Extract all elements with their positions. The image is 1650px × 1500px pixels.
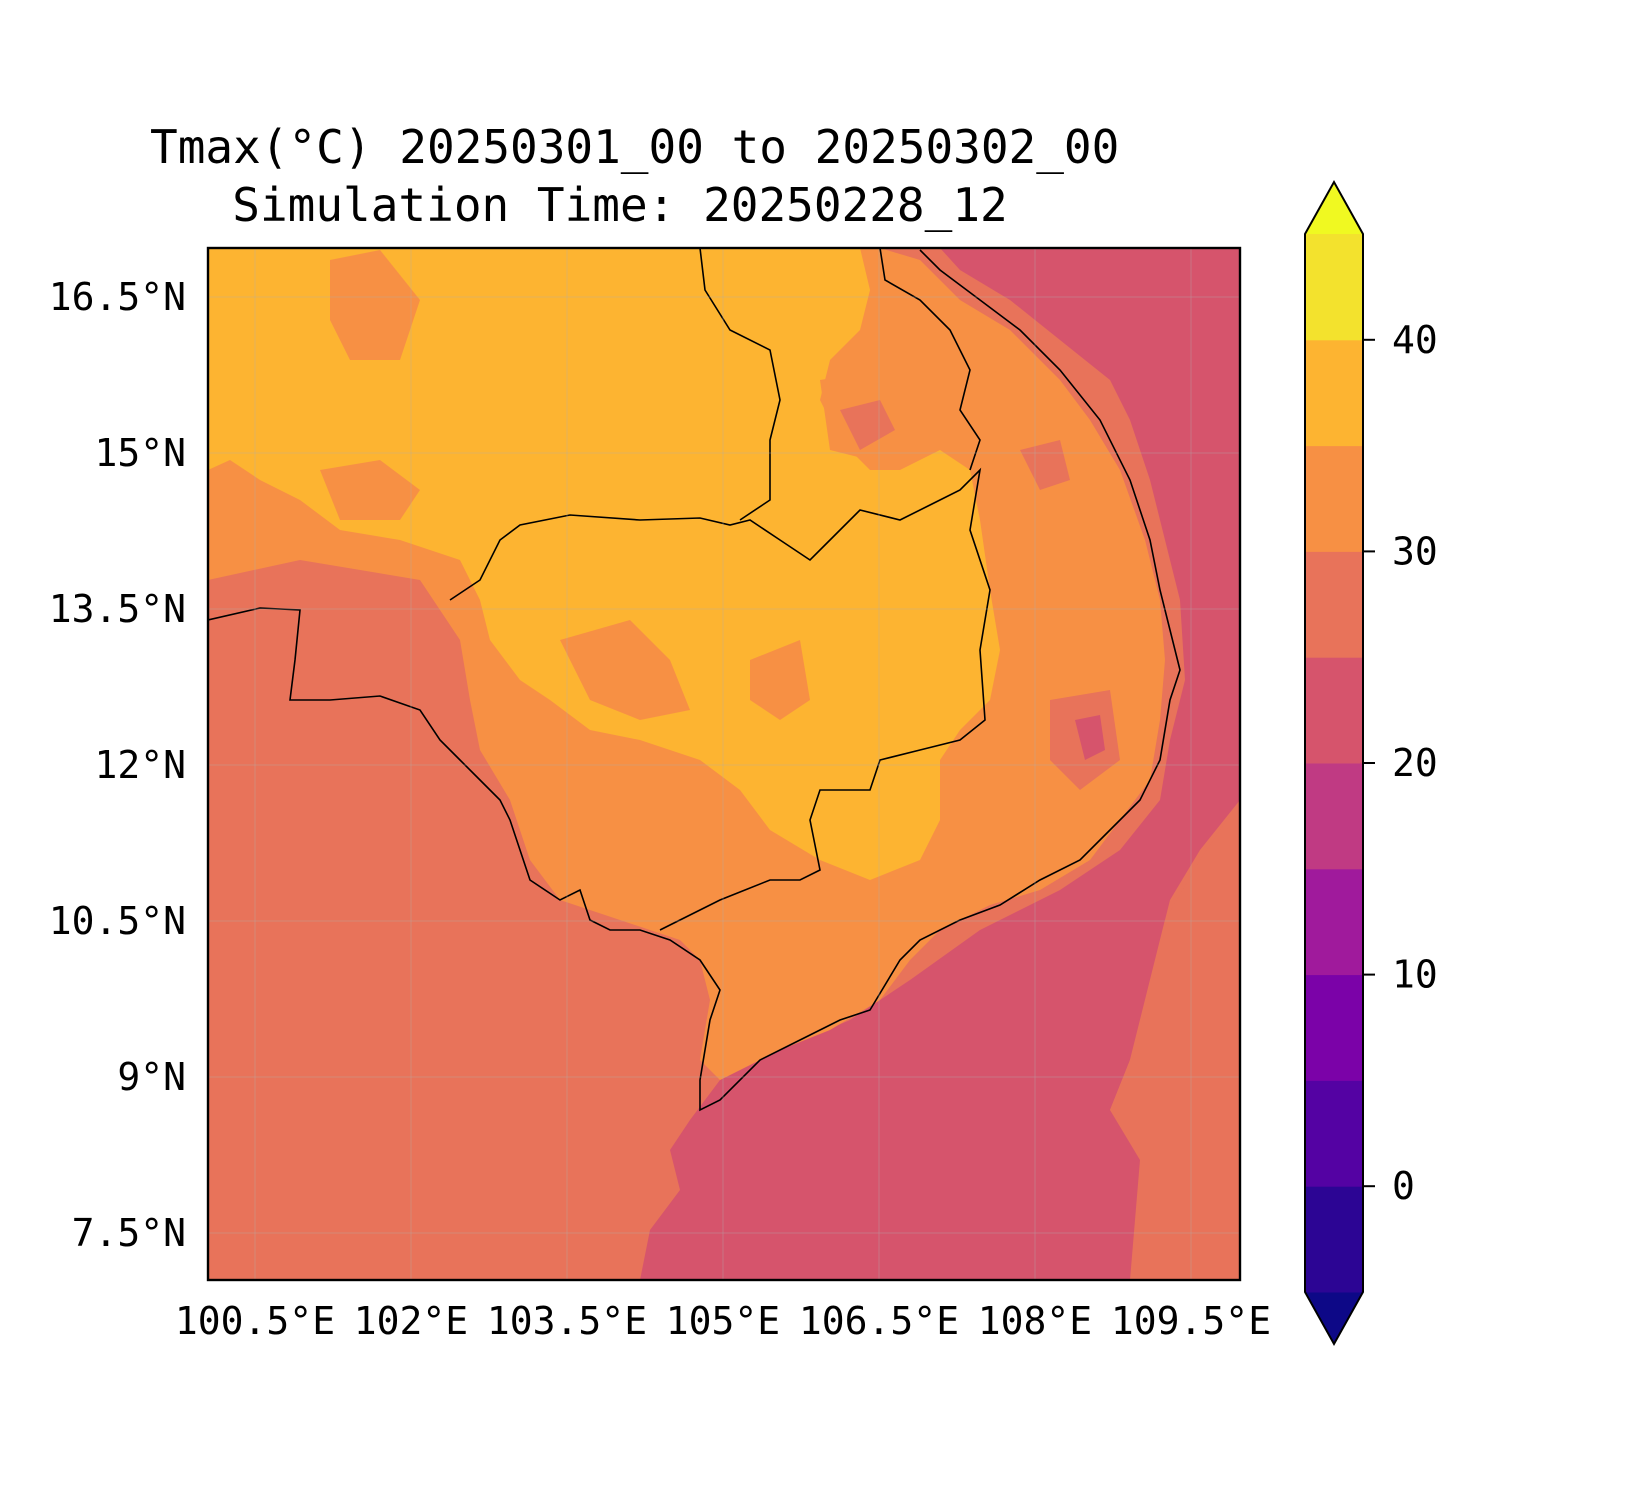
colorbar-segment — [1305, 339, 1363, 447]
colorbar-segments — [1305, 182, 1363, 1344]
colorbar: 0 10 20 30 40 — [1304, 179, 1438, 1347]
longitude-labels: 100.5°E 102°E 103.5°E 105°E 106.5°E 108°… — [175, 1299, 1271, 1343]
lat-label: 13.5°N — [49, 587, 186, 631]
title-line-1: Tmax(°C) 20250301_00 to 20250302_00 — [150, 120, 1120, 174]
lat-label: 9°N — [117, 1055, 186, 1099]
lat-label: 7.5°N — [72, 1211, 186, 1255]
map-title: Tmax(°C) 20250301_00 to 20250302_00 Simu… — [150, 118, 1120, 234]
colorbar-segment — [1305, 1080, 1363, 1187]
field-20-25-sea — [640, 248, 1240, 1280]
temperature-field — [208, 248, 1240, 1280]
colorbar-segment — [1305, 234, 1363, 341]
coastline-gulf-of-thailand — [208, 249, 1181, 1112]
field-25-30-core-a — [840, 400, 895, 450]
field-20-25-core-d — [1075, 715, 1105, 760]
colorbar-extend-low — [1305, 1292, 1363, 1344]
colorbar-segment — [1305, 657, 1363, 764]
lat-label: 15°N — [94, 431, 186, 475]
map-frame — [206, 246, 1242, 1282]
lon-label: 106.5°E — [799, 1299, 959, 1343]
lat-label: 10.5°N — [49, 899, 186, 943]
lon-label: 105°E — [666, 1299, 780, 1343]
colorbar-segment — [1305, 551, 1363, 658]
field-30-35-patch-a — [330, 250, 420, 360]
coastlines-and-borders — [208, 248, 1181, 1112]
lon-label: 108°E — [978, 1299, 1092, 1343]
lon-label: 102°E — [354, 1299, 468, 1343]
gridlines — [208, 248, 1240, 1280]
field-30-35-patch-b — [560, 620, 690, 720]
colorbar-tick-label: 0 — [1392, 1164, 1415, 1208]
lat-label: 12°N — [94, 743, 186, 787]
colorbar-segment — [1305, 1186, 1363, 1293]
colorbar-tick-label: 40 — [1392, 318, 1438, 362]
colorbar-tick-label: 10 — [1392, 953, 1438, 997]
colorbar-ticks: 0 10 20 30 40 — [1363, 318, 1438, 1208]
field-25-30-core-b — [1020, 440, 1070, 490]
colorbar-tick-label: 20 — [1392, 741, 1438, 785]
border-laos-vietnam — [879, 248, 981, 471]
border-laos — [699, 248, 781, 521]
latitude-labels: 16.5°N 15°N 13.5°N 12°N 10.5°N 9°N 7.5°N — [49, 275, 186, 1255]
field-30-35-patch-e — [320, 460, 420, 520]
lat-label: 16.5°N — [49, 275, 186, 319]
colorbar-segment — [1305, 445, 1363, 552]
title-line-2: Simulation Time: 20250228_12 — [232, 178, 1008, 232]
field-25-30-se-patch — [1110, 800, 1240, 1280]
lon-label: 103.5°E — [487, 1299, 647, 1343]
field-30-35-patch-c — [750, 640, 810, 720]
colorbar-segment — [1305, 868, 1363, 976]
colorbar-outline — [1304, 179, 1364, 1347]
lon-label: 109.5°E — [1111, 1299, 1271, 1343]
colorbar-segment — [1305, 763, 1363, 870]
field-35-40-land — [208, 248, 1000, 880]
border-cambodia — [449, 467, 991, 931]
colorbar-extend-high — [1305, 182, 1363, 234]
colorbar-segment — [1305, 974, 1363, 1081]
lon-label: 100.5°E — [175, 1299, 335, 1343]
colorbar-tick-label: 30 — [1392, 529, 1438, 573]
